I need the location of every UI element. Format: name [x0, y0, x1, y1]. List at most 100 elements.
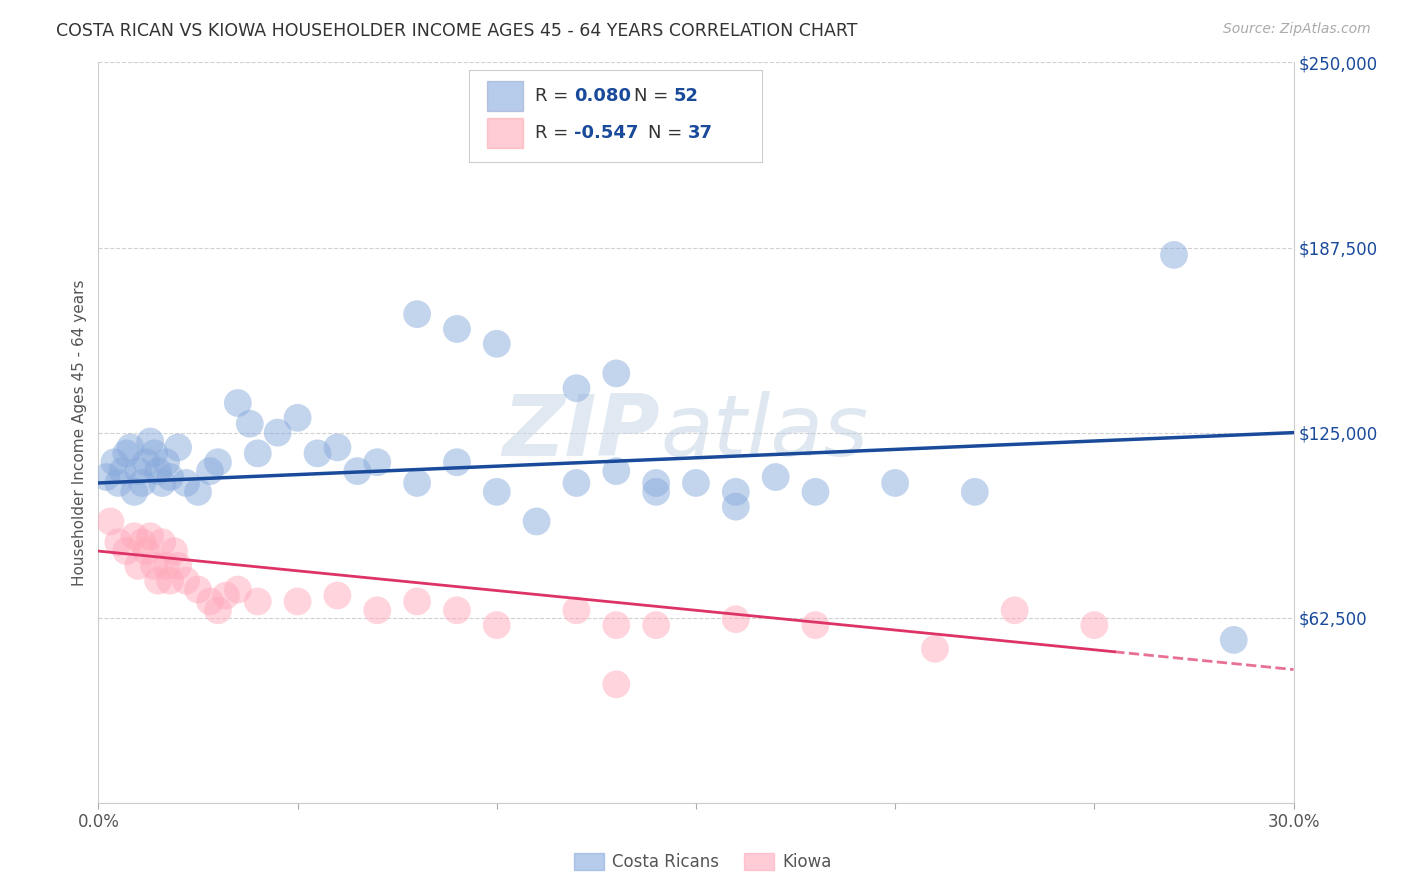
Point [139, 529, 162, 543]
Point [163, 544, 186, 558]
Point [124, 529, 146, 543]
Point [565, 475, 588, 490]
FancyBboxPatch shape [486, 118, 523, 147]
Point [366, 455, 388, 469]
Point [884, 475, 907, 490]
Point [96, 470, 118, 484]
Point [346, 464, 368, 478]
Point [526, 515, 548, 529]
Point [150, 475, 173, 490]
Point [143, 446, 166, 460]
Point [239, 417, 262, 431]
Point [127, 464, 149, 478]
Point [148, 464, 170, 478]
Text: R =: R = [534, 87, 574, 104]
Point [131, 535, 153, 549]
Text: N =: N = [648, 124, 688, 142]
Point [103, 455, 125, 469]
Text: 37: 37 [688, 124, 713, 142]
Point [246, 446, 269, 460]
Text: -0.547: -0.547 [574, 124, 638, 142]
Point [446, 455, 468, 469]
Point [406, 475, 429, 490]
Y-axis label: Householder Income Ages 45 - 64 years: Householder Income Ages 45 - 64 years [72, 279, 87, 586]
Point [724, 500, 747, 514]
Point [159, 574, 181, 588]
Point [267, 425, 290, 440]
Point [246, 594, 269, 608]
Point [150, 535, 173, 549]
Point [485, 336, 508, 351]
Point [98, 515, 122, 529]
Point [605, 464, 627, 478]
Point [107, 535, 129, 549]
Point [565, 603, 588, 617]
Point [605, 677, 627, 691]
Point [565, 381, 588, 395]
Point [724, 484, 747, 499]
Point [724, 612, 747, 626]
Point [446, 603, 468, 617]
FancyBboxPatch shape [486, 81, 523, 111]
Text: N =: N = [634, 87, 673, 104]
Point [159, 470, 181, 484]
Point [287, 594, 309, 608]
Text: atlas: atlas [661, 391, 868, 475]
Point [605, 367, 627, 381]
Point [605, 618, 627, 632]
Point [174, 475, 197, 490]
Point [198, 594, 221, 608]
Point [127, 558, 149, 573]
Point [446, 322, 468, 336]
Text: COSTA RICAN VS KIOWA HOUSEHOLDER INCOME AGES 45 - 64 YEARS CORRELATION CHART: COSTA RICAN VS KIOWA HOUSEHOLDER INCOME … [56, 22, 858, 40]
Point [326, 441, 349, 455]
Point [924, 641, 946, 656]
Point [645, 475, 668, 490]
Point [124, 484, 146, 499]
Point [804, 618, 827, 632]
Point [804, 484, 827, 499]
Point [307, 446, 329, 460]
Point [645, 618, 668, 632]
Point [645, 484, 668, 499]
Point [198, 464, 221, 478]
Point [1004, 603, 1026, 617]
Point [174, 574, 197, 588]
Point [207, 455, 229, 469]
Text: R =: R = [534, 124, 574, 142]
Point [226, 582, 249, 597]
Point [485, 618, 508, 632]
Point [143, 558, 166, 573]
Point [115, 544, 138, 558]
Point [215, 589, 238, 603]
Text: 52: 52 [673, 87, 699, 104]
Point [148, 574, 170, 588]
Point [765, 470, 787, 484]
Point [1223, 632, 1246, 647]
Text: 0.080: 0.080 [574, 87, 631, 104]
Point [406, 307, 429, 321]
Point [485, 484, 508, 499]
Point [366, 603, 388, 617]
Point [167, 441, 190, 455]
Point [111, 464, 134, 478]
Point [226, 396, 249, 410]
Point [131, 475, 153, 490]
Point [135, 455, 157, 469]
Text: ZIP: ZIP [502, 391, 661, 475]
Point [406, 594, 429, 608]
Legend: Costa Ricans, Kiowa: Costa Ricans, Kiowa [565, 845, 841, 880]
Point [139, 434, 162, 449]
Point [120, 441, 142, 455]
Text: Source: ZipAtlas.com: Source: ZipAtlas.com [1223, 22, 1371, 37]
Point [107, 475, 129, 490]
Point [115, 446, 138, 460]
Point [187, 484, 209, 499]
Point [963, 484, 986, 499]
Point [155, 558, 177, 573]
Point [1163, 248, 1185, 262]
FancyBboxPatch shape [470, 70, 762, 162]
Point [287, 410, 309, 425]
Point [135, 544, 157, 558]
Point [326, 589, 349, 603]
